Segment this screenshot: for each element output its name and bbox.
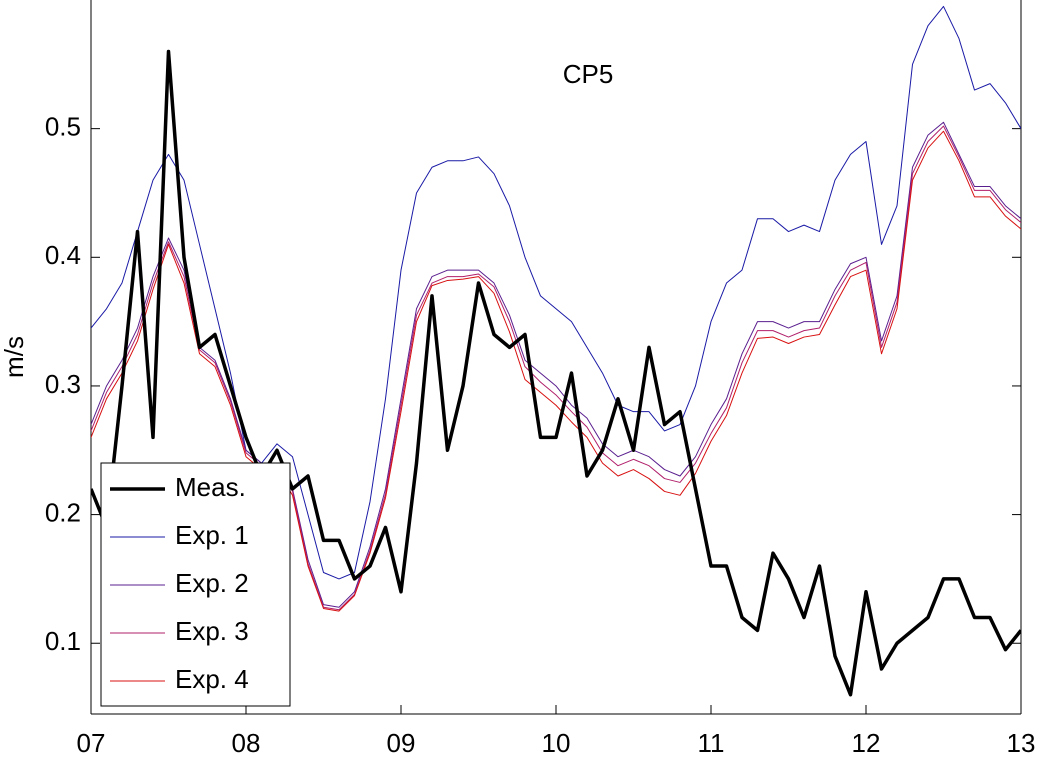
series-line xyxy=(91,121,1021,608)
legend-label: Exp. 1 xyxy=(175,520,249,550)
y-tick-label: 0.3 xyxy=(45,369,81,399)
y-tick-label: 0.4 xyxy=(45,240,81,270)
series-line xyxy=(91,130,1021,612)
x-tick-label: 10 xyxy=(542,728,571,758)
legend-label: Exp. 2 xyxy=(175,568,249,598)
x-tick-label: 07 xyxy=(77,728,106,758)
y-tick-label: 0.2 xyxy=(45,497,81,527)
x-tick-label: 12 xyxy=(852,728,881,758)
x-tick-label: 11 xyxy=(698,728,725,758)
series-line xyxy=(91,49,1021,697)
x-tick-label: 13 xyxy=(1007,728,1036,758)
series-line xyxy=(91,125,1021,611)
y-axis-label: m/s xyxy=(0,336,29,378)
legend-label: Exp. 3 xyxy=(175,616,249,646)
x-tick-label: 09 xyxy=(387,728,416,758)
y-tick-label: 0.1 xyxy=(45,626,81,656)
y-tick-label: 0.5 xyxy=(45,112,81,142)
x-tick-label: 08 xyxy=(232,728,261,758)
legend-label: Exp. 4 xyxy=(175,664,249,694)
chart-title: CP5 xyxy=(563,59,614,89)
legend-label: Meas. xyxy=(175,472,246,502)
